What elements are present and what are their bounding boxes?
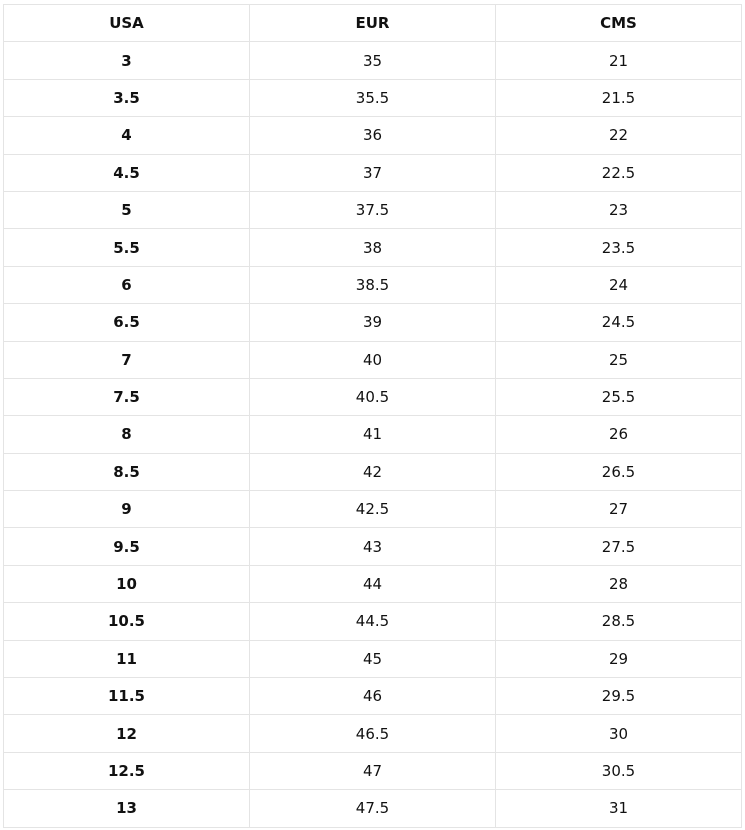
cell-cms: 24 [495, 265, 742, 305]
cell-usa: 5.5 [3, 228, 250, 267]
cell-eur: 38.5 [249, 265, 496, 305]
table-row: 9 42.5 27 [3, 490, 742, 529]
header-usa: USA [3, 3, 250, 43]
cell-usa: 11 [3, 639, 250, 679]
cell-usa: 12 [3, 714, 250, 753]
cell-usa: 4 [3, 116, 250, 155]
cell-eur: 42.5 [249, 490, 496, 529]
cell-cms: 23 [495, 190, 742, 230]
cell-eur: 37 [249, 153, 496, 192]
cell-usa: 3.5 [3, 78, 250, 118]
table-row: 7.5 40.5 25.5 [3, 377, 742, 417]
table-row: 8 41 26 [3, 415, 742, 454]
cell-cms: 21.5 [495, 78, 742, 118]
cell-eur: 37.5 [249, 190, 496, 230]
table-row: 12 46.5 30 [3, 714, 742, 753]
cell-cms: 26.5 [495, 452, 742, 492]
cell-usa: 9.5 [3, 527, 250, 566]
size-chart-table: USA EUR CMS 3 35 21 3.5 35.5 21.5 4 36 22 4.5 37 22… [3, 3, 742, 828]
cell-cms: 30.5 [495, 751, 742, 791]
cell-eur: 40 [249, 340, 496, 379]
cell-cms: 29 [495, 639, 742, 679]
table-row: 11.5 46 29.5 [3, 677, 742, 716]
cell-cms: 24.5 [495, 303, 742, 342]
table-row: 5.5 38 23.5 [3, 228, 742, 267]
cell-usa: 6.5 [3, 303, 250, 342]
cell-cms: 30 [495, 714, 742, 753]
cell-cms: 27 [495, 490, 742, 529]
cell-usa: 5 [3, 190, 250, 230]
cell-eur: 44.5 [249, 602, 496, 641]
cell-cms: 22 [495, 116, 742, 155]
cell-cms: 28.5 [495, 602, 742, 641]
cell-eur: 46.5 [249, 714, 496, 753]
table-row: 13 47.5 31 [3, 789, 742, 828]
table-row: 11 45 29 [3, 639, 742, 679]
cell-usa: 13 [3, 789, 250, 828]
header-row: USA EUR CMS [3, 3, 742, 43]
table-row: 10 44 28 [3, 564, 742, 604]
cell-usa: 8.5 [3, 452, 250, 492]
cell-eur: 44 [249, 564, 496, 604]
cell-cms: 22.5 [495, 153, 742, 192]
table-row: 10.5 44.5 28.5 [3, 602, 742, 641]
table-row: 3 35 21 [3, 41, 742, 80]
cell-usa: 6 [3, 265, 250, 305]
cell-eur: 45 [249, 639, 496, 679]
cell-eur: 46 [249, 677, 496, 716]
cell-eur: 47 [249, 751, 496, 791]
cell-cms: 25.5 [495, 377, 742, 417]
cell-cms: 23.5 [495, 228, 742, 267]
cell-cms: 21 [495, 41, 742, 80]
table-row: 7 40 25 [3, 340, 742, 379]
cell-eur: 38 [249, 228, 496, 267]
cell-usa: 10.5 [3, 602, 250, 641]
cell-cms: 26 [495, 415, 742, 454]
cell-cms: 29.5 [495, 677, 742, 716]
cell-eur: 35.5 [249, 78, 496, 118]
table-row: 4.5 37 22.5 [3, 153, 742, 192]
cell-eur: 43 [249, 527, 496, 566]
cell-usa: 7.5 [3, 377, 250, 417]
table-row: 9.5 43 27.5 [3, 527, 742, 566]
cell-eur: 40.5 [249, 377, 496, 417]
cell-usa: 12.5 [3, 751, 250, 791]
table-row: 5 37.5 23 [3, 190, 742, 230]
cell-usa: 10 [3, 564, 250, 604]
cell-cms: 31 [495, 789, 742, 828]
table-row: 8.5 42 26.5 [3, 452, 742, 492]
cell-eur: 39 [249, 303, 496, 342]
table-row: 6.5 39 24.5 [3, 303, 742, 342]
cell-cms: 28 [495, 564, 742, 604]
cell-eur: 42 [249, 452, 496, 492]
cell-eur: 47.5 [249, 789, 496, 828]
cell-eur: 41 [249, 415, 496, 454]
cell-usa: 11.5 [3, 677, 250, 716]
cell-usa: 3 [3, 41, 250, 80]
cell-cms: 27.5 [495, 527, 742, 566]
header-cms: CMS [495, 3, 742, 43]
cell-eur: 35 [249, 41, 496, 80]
header-eur: EUR [249, 3, 496, 43]
cell-eur: 36 [249, 116, 496, 155]
table-row: 12.5 47 30.5 [3, 751, 742, 791]
cell-usa: 7 [3, 340, 250, 379]
cell-usa: 4.5 [3, 153, 250, 192]
table-row: 4 36 22 [3, 116, 742, 155]
cell-usa: 9 [3, 490, 250, 529]
table-row: 3.5 35.5 21.5 [3, 78, 742, 118]
cell-cms: 25 [495, 340, 742, 379]
table-row: 6 38.5 24 [3, 265, 742, 305]
cell-usa: 8 [3, 415, 250, 454]
